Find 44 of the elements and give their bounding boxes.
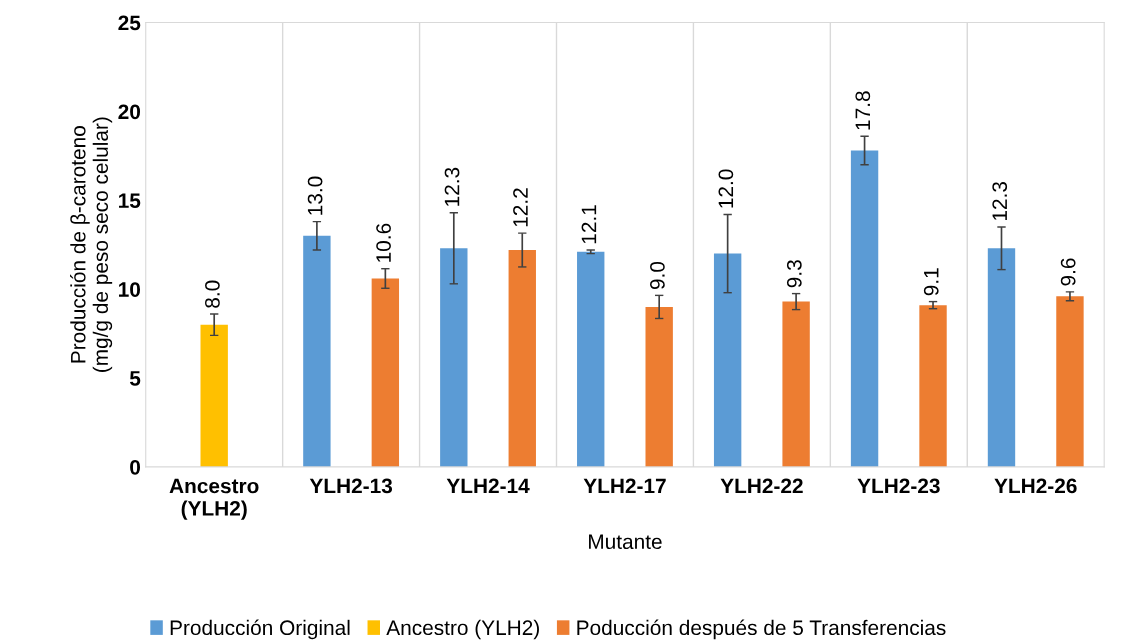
bar: [303, 235, 331, 467]
x-tick-label: YLH2-26: [994, 478, 1077, 494]
y-tick-label: 20: [118, 104, 141, 120]
bar: [1056, 296, 1084, 467]
bar: [713, 253, 742, 467]
bar: [577, 251, 605, 467]
legend-label: Poducción después de 5 Transferencias: [577, 619, 946, 640]
data-label: 9.1: [923, 268, 939, 296]
bar: [850, 150, 879, 467]
y-tick-label: 15: [119, 193, 141, 209]
bar: [645, 306, 673, 467]
data-label: 13.0: [307, 176, 323, 215]
bar: [440, 248, 468, 467]
data-label: 12.1: [581, 205, 597, 244]
data-label: 8.0: [205, 280, 220, 308]
y-axis-title: Producción de β-caroteno (mg/g de peso seco celular): [70, 117, 113, 372]
data-label: 12.3: [992, 181, 1008, 221]
data-label: 9.6: [1060, 258, 1076, 286]
data-label: 9.0: [650, 261, 665, 290]
x-tick-label: YLH2-23: [857, 478, 940, 494]
x-tick-label: YLH2-13: [309, 478, 393, 494]
data-label: 10.6: [376, 223, 391, 262]
y-tick-label: 25: [118, 15, 141, 31]
bar: [371, 278, 400, 467]
data-label: 12.3: [444, 167, 460, 206]
legend-label: Ancestro (YLH2): [386, 619, 539, 640]
y-tick-label: 10: [119, 282, 141, 297]
bar: [782, 301, 810, 467]
data-label: 17.8: [855, 91, 871, 130]
bar: [919, 305, 947, 467]
bar: [987, 248, 1016, 467]
x-axis-title: Mutante: [589, 534, 662, 550]
data-label: 12.2: [513, 188, 528, 227]
x-tick-label: YLH2-22: [720, 478, 803, 494]
y-tick-label: 5: [129, 371, 141, 386]
bar: [200, 324, 228, 467]
bar: [508, 250, 536, 467]
data-label: 12.0: [718, 169, 734, 208]
data-label: 9.3: [786, 260, 802, 288]
legend-label: Producción Original: [170, 619, 350, 640]
y-tick-label: 0: [130, 459, 141, 475]
x-tick-label: Ancestro (YLH2): [169, 478, 259, 520]
x-tick-label: YLH2-14: [446, 478, 530, 494]
x-tick-label: YLH2-17: [583, 478, 666, 494]
